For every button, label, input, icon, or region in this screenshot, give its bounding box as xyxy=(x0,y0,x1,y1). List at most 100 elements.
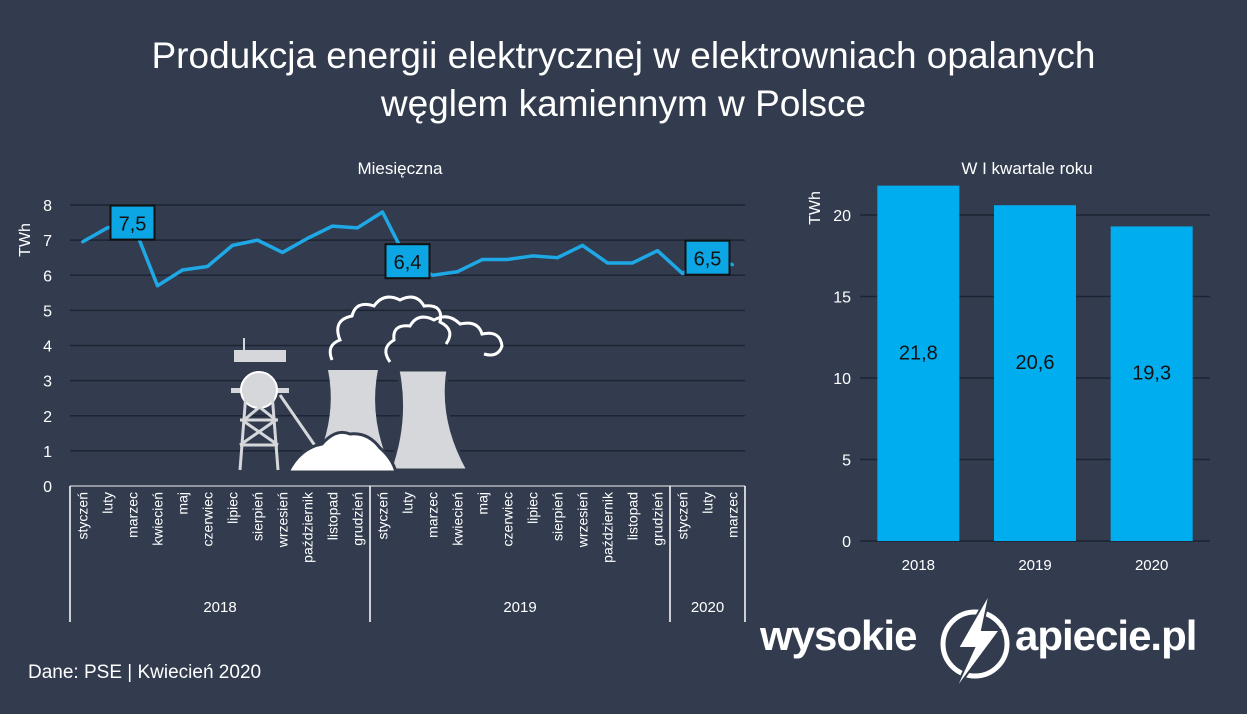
bar-y-axis-label: TWh xyxy=(807,191,824,225)
bar-value-label: 20,6 xyxy=(1016,352,1055,374)
value-callout: 7,5 xyxy=(109,204,156,241)
line-data-point xyxy=(156,284,159,288)
bar-value-label: 21,8 xyxy=(899,342,938,364)
month-tick-label: listopad xyxy=(625,492,641,540)
line-data-point xyxy=(556,256,559,260)
group-label: 2018 xyxy=(203,599,236,616)
bar-2019 xyxy=(994,205,1076,541)
line-y-tick-label: 4 xyxy=(43,339,52,356)
bar-category-label: 2018 xyxy=(902,557,935,574)
month-tick-label: luty xyxy=(700,492,716,514)
line-y-tick-label: 0 xyxy=(43,479,52,496)
line-y-tick-label: 6 xyxy=(43,268,52,285)
month-tick-label: sierpień xyxy=(550,492,566,541)
month-tick-label: styczeń xyxy=(675,492,691,539)
month-tick-label: maj xyxy=(475,492,491,515)
monthly-line-chart: Miesięczna TWh 0 1 2 3 4 5 6 7 8 7,5 6,4 6,5 2018 2019 2… xyxy=(17,159,746,622)
line-data-point xyxy=(431,273,434,277)
logo-word-right: apiecie.pl xyxy=(1015,612,1197,659)
month-tick-label: luty xyxy=(400,492,416,514)
value-callout: 6,5 xyxy=(684,239,731,276)
line-data-point xyxy=(306,236,309,240)
month-tick-label: marzec xyxy=(125,492,141,538)
logo-bolt-icon xyxy=(940,592,1010,692)
month-tick-label: maj xyxy=(175,492,191,515)
month-tick-label: lipiec xyxy=(225,492,241,524)
line-data-point xyxy=(731,263,734,267)
month-tick-label: czerwiec xyxy=(200,492,216,546)
bar-y-tick-label: 5 xyxy=(842,453,851,470)
line-data-point xyxy=(181,268,184,272)
line-data-point xyxy=(356,226,359,230)
month-tick-label: luty xyxy=(100,492,116,514)
steam-cloud-right xyxy=(384,315,504,363)
power-plant-illustration xyxy=(231,295,504,474)
line-y-tick-label: 3 xyxy=(43,374,52,391)
title-line-1: Produkcja energii elektrycznej w elektro… xyxy=(151,35,1096,76)
line-data-point xyxy=(681,271,684,275)
bar-category-label: 2020 xyxy=(1135,557,1168,574)
bar-category-label: 2019 xyxy=(1018,557,1051,574)
line-data-point xyxy=(231,243,234,247)
title-line-2: węglem kamiennym w Polsce xyxy=(380,83,867,124)
bar-chart-subtitle: W I kwartale roku xyxy=(961,159,1092,178)
bar-value-label: 19,3 xyxy=(1132,363,1171,385)
line-data-point xyxy=(256,238,259,242)
line-y-axis-label: TWh xyxy=(17,223,34,257)
logo-word-left: wysokie xyxy=(760,612,917,659)
line-y-tick-label: 2 xyxy=(43,409,52,426)
month-tick-label: lipiec xyxy=(525,492,541,524)
value-callout-label: 7,5 xyxy=(119,214,147,236)
month-tick-label: czerwiec xyxy=(500,492,516,546)
month-tick-label: wrzesień xyxy=(275,492,291,548)
line-data-point xyxy=(281,250,284,254)
value-callout-label: 6,4 xyxy=(394,252,422,274)
bar-y-tick-label: 15 xyxy=(833,290,851,307)
line-data-point xyxy=(206,264,209,268)
bar-y-tick-label: 20 xyxy=(833,208,851,225)
value-callout-box xyxy=(684,239,731,276)
month-tick-label: marzec xyxy=(725,492,741,538)
chart-title: Produkcja energii elektrycznej w elektro… xyxy=(0,32,1247,128)
line-data-point xyxy=(331,224,334,228)
line-y-tick-label: 8 xyxy=(43,198,52,215)
source-note: Dane: PSE | Kwiecień 2020 xyxy=(28,662,262,683)
line-data-point xyxy=(506,257,509,261)
line-data-point xyxy=(381,210,384,214)
month-tick-label: wrzesień xyxy=(575,492,591,548)
line-data-point xyxy=(531,254,534,258)
month-tick-label: styczeń xyxy=(375,492,391,539)
line-y-tick-label: 7 xyxy=(43,233,52,250)
month-tick-label: styczeń xyxy=(75,492,91,539)
value-callout: 6,4 xyxy=(384,243,431,280)
month-tick-label: kwiecień xyxy=(450,492,466,546)
line-data-point xyxy=(106,226,109,230)
line-data-point xyxy=(606,261,609,265)
line-data-point xyxy=(581,243,584,247)
group-label: 2019 xyxy=(503,599,536,616)
cooling-tower-right xyxy=(387,368,471,472)
month-tick-label: październik xyxy=(300,491,316,563)
line-y-tick-label: 1 xyxy=(43,444,52,461)
quarterly-bar-chart: W I kwartale roku TWh 0 5 10 15 20 21,8 2018 20,6… xyxy=(807,159,1210,574)
shaft-tower-frame xyxy=(238,392,320,471)
steam-cloud-left xyxy=(328,295,452,361)
value-callout-box xyxy=(109,204,156,241)
value-callout-label: 6,5 xyxy=(694,249,722,271)
month-tick-label: grudzień xyxy=(650,492,666,546)
line-chart-subtitle: Miesięczna xyxy=(357,159,443,178)
line-data-point xyxy=(81,240,84,244)
month-tick-label: październik xyxy=(600,491,616,563)
line-data-point xyxy=(481,257,484,261)
month-tick-label: grudzień xyxy=(350,492,366,546)
value-callout-box xyxy=(384,243,431,280)
bar-2018 xyxy=(877,185,960,541)
bar-y-tick-label: 0 xyxy=(842,534,851,551)
month-tick-label: marzec xyxy=(425,492,441,538)
line-data-point xyxy=(656,249,659,253)
month-tick-label: kwiecień xyxy=(150,492,166,546)
shaft-tower-top xyxy=(234,350,286,362)
line-data-point xyxy=(631,261,634,265)
month-tick-label: sierpień xyxy=(250,492,266,541)
coal-pile xyxy=(285,430,398,474)
